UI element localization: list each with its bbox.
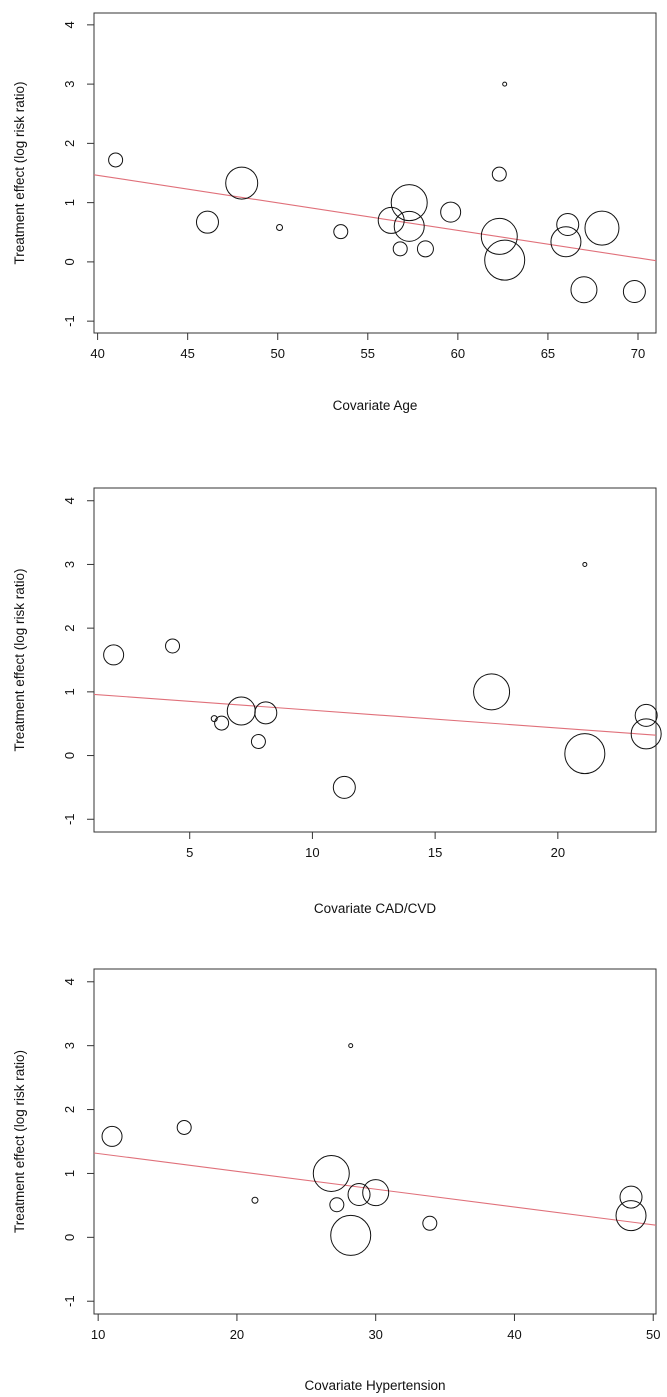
data-point [101, 1125, 123, 1147]
plot-frame [93, 487, 657, 833]
x-tick-label: 50 [646, 1327, 660, 1342]
x-tick-label: 40 [90, 346, 104, 361]
data-point [165, 638, 181, 654]
data-point [392, 241, 408, 257]
y-tick-label: 3 [62, 1042, 77, 1049]
y-tick-label: 1 [62, 1170, 77, 1177]
data-point [393, 210, 425, 242]
data-point [348, 1043, 354, 1049]
data-point [564, 733, 606, 775]
data-point [615, 1200, 647, 1232]
y-tick-label: 3 [62, 80, 77, 87]
data-point [473, 673, 511, 711]
y-tick-label: 4 [62, 21, 77, 28]
x-tick-label: 20 [230, 1327, 244, 1342]
data-point [390, 184, 428, 222]
x-tick-label: 20 [551, 845, 565, 860]
data-point [480, 217, 518, 255]
x-tick-label: 45 [180, 346, 194, 361]
data-point [630, 718, 662, 750]
data-point [584, 210, 620, 246]
y-tick-label: 2 [62, 625, 77, 632]
data-point [214, 715, 230, 731]
x-tick-label: 50 [270, 346, 284, 361]
y-tick-label: -1 [62, 1295, 77, 1307]
x-tick-label: 60 [451, 346, 465, 361]
y-tick-label: 0 [62, 752, 77, 759]
data-point [195, 210, 219, 234]
data-point [416, 240, 434, 258]
data-point [254, 701, 278, 725]
data-point [210, 715, 218, 723]
x-tick-label: 40 [507, 1327, 521, 1342]
scatter-panel-age: Treatment effect (log risk ratio) Covari… [12, 12, 657, 413]
regression-line [93, 693, 657, 736]
x-tick-label: 55 [361, 346, 375, 361]
y-tick-label: 1 [62, 199, 77, 206]
scatter-panel-hypertension: Treatment effect (log risk ratio) Covari… [12, 968, 660, 1393]
data-point [225, 166, 259, 200]
y-tick-label: -1 [62, 813, 77, 825]
y-tick-label: 4 [62, 497, 77, 504]
data-point [582, 561, 588, 567]
data-point [251, 1196, 259, 1204]
data-point [491, 166, 507, 182]
data-point [332, 775, 356, 799]
data-point [422, 1215, 438, 1231]
x-tick-label: 15 [428, 845, 442, 860]
y-axis-title: Treatment effect (log risk ratio) [12, 81, 27, 264]
x-tick-label: 10 [305, 845, 319, 860]
data-point [484, 239, 526, 281]
y-tick-label: 2 [62, 1106, 77, 1113]
data-point [622, 280, 646, 304]
plot-frame [93, 968, 657, 1315]
data-point [556, 213, 580, 237]
y-tick-label: 2 [62, 140, 77, 147]
data-point [502, 81, 508, 87]
data-point [330, 1214, 372, 1256]
regression-line [93, 1152, 657, 1226]
data-point [570, 276, 598, 304]
data-point [103, 644, 125, 666]
y-tick-label: 4 [62, 978, 77, 985]
y-tick-label: -1 [62, 315, 77, 327]
y-tick-label: 3 [62, 561, 77, 568]
data-point [329, 1197, 345, 1213]
y-axis-title: Treatment effect (log risk ratio) [12, 568, 27, 751]
x-tick-label: 70 [631, 346, 645, 361]
scatter-panel-cad-cvd: Treatment effect (log risk ratio) Covari… [12, 487, 662, 916]
x-axis-title: Covariate CAD/CVD [314, 901, 437, 916]
data-point [276, 224, 284, 232]
y-tick-label: 1 [62, 688, 77, 695]
x-tick-label: 65 [541, 346, 555, 361]
x-tick-label: 5 [186, 845, 193, 860]
data-point [312, 1154, 350, 1192]
data-point [250, 734, 266, 750]
data-point [550, 226, 582, 258]
x-tick-label: 10 [91, 1327, 105, 1342]
data-point [176, 1119, 192, 1135]
data-point [108, 152, 124, 168]
x-axis-title: Covariate Age [333, 398, 418, 413]
x-tick-label: 30 [368, 1327, 382, 1342]
data-point [440, 201, 462, 223]
data-point [347, 1183, 371, 1207]
y-tick-label: 0 [62, 1234, 77, 1241]
y-tick-label: 0 [62, 258, 77, 265]
regression-line [93, 174, 657, 262]
data-point [634, 703, 658, 727]
data-point [619, 1185, 643, 1209]
data-point [226, 696, 256, 726]
data-point [362, 1179, 390, 1207]
data-point [333, 224, 349, 240]
plot-frame [93, 12, 657, 334]
x-axis-title: Covariate Hypertension [304, 1378, 445, 1393]
y-axis-title: Treatment effect (log risk ratio) [12, 1050, 27, 1233]
